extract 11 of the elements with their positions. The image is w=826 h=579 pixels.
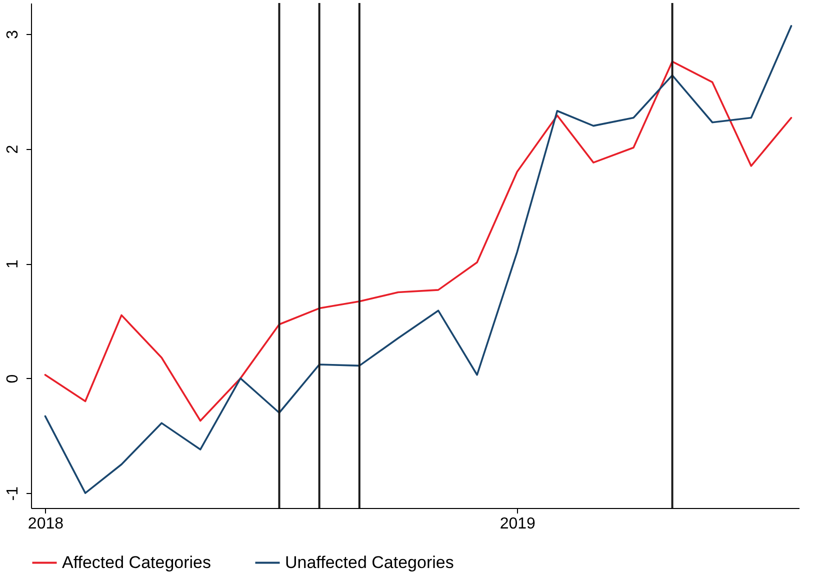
line-series [44,60,792,422]
x-tick-label: 2018 [28,516,64,532]
line-series [44,25,792,494]
legend-label: Unaffected Categories [285,552,454,572]
y-tick-label: 0 [4,374,22,384]
y-tick-label: -1 [4,486,22,501]
y-tick-label: 1 [4,259,22,268]
x-tick-label: 2019 [500,516,536,532]
y-tick-label: 2 [4,144,22,154]
legend-label: Affected Categories [62,552,211,572]
y-tick-label: 3 [4,30,22,39]
